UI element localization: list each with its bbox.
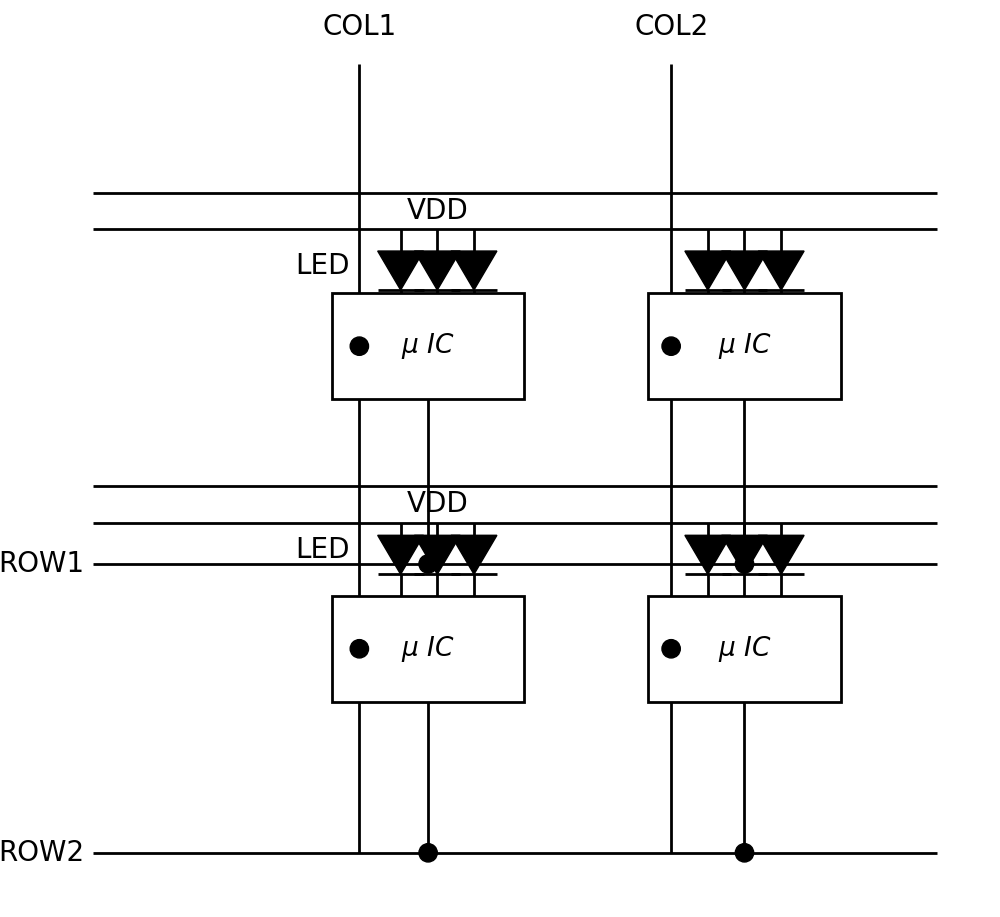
Text: $\mu$ IC: $\mu$ IC — [401, 634, 455, 664]
Polygon shape — [378, 251, 424, 290]
Text: COL1: COL1 — [322, 13, 396, 41]
Bar — [648, 596, 841, 702]
Circle shape — [419, 555, 437, 573]
Polygon shape — [685, 251, 731, 290]
Circle shape — [735, 844, 754, 862]
Circle shape — [350, 640, 369, 658]
Circle shape — [350, 337, 369, 356]
Circle shape — [662, 337, 680, 356]
Circle shape — [735, 555, 754, 573]
Text: ROW1: ROW1 — [0, 550, 84, 578]
Polygon shape — [414, 536, 460, 574]
Polygon shape — [758, 251, 804, 290]
Text: $\mu$ IC: $\mu$ IC — [718, 634, 771, 664]
Text: COL2: COL2 — [634, 13, 708, 41]
Text: LED: LED — [296, 252, 350, 280]
Circle shape — [419, 844, 437, 862]
Polygon shape — [451, 536, 497, 574]
Polygon shape — [378, 536, 424, 574]
Polygon shape — [722, 251, 767, 290]
Polygon shape — [414, 251, 460, 290]
Text: $\mu$ IC: $\mu$ IC — [718, 331, 771, 361]
Polygon shape — [685, 536, 731, 574]
Text: LED: LED — [296, 536, 350, 564]
Polygon shape — [722, 536, 767, 574]
Circle shape — [662, 640, 680, 658]
Text: VDD: VDD — [406, 197, 468, 225]
Bar — [332, 596, 524, 702]
Text: ROW2: ROW2 — [0, 839, 84, 867]
Text: VDD: VDD — [406, 491, 468, 518]
Polygon shape — [451, 251, 497, 290]
Bar — [332, 293, 524, 399]
Polygon shape — [758, 536, 804, 574]
Bar — [648, 293, 841, 399]
Text: $\mu$ IC: $\mu$ IC — [401, 331, 455, 361]
